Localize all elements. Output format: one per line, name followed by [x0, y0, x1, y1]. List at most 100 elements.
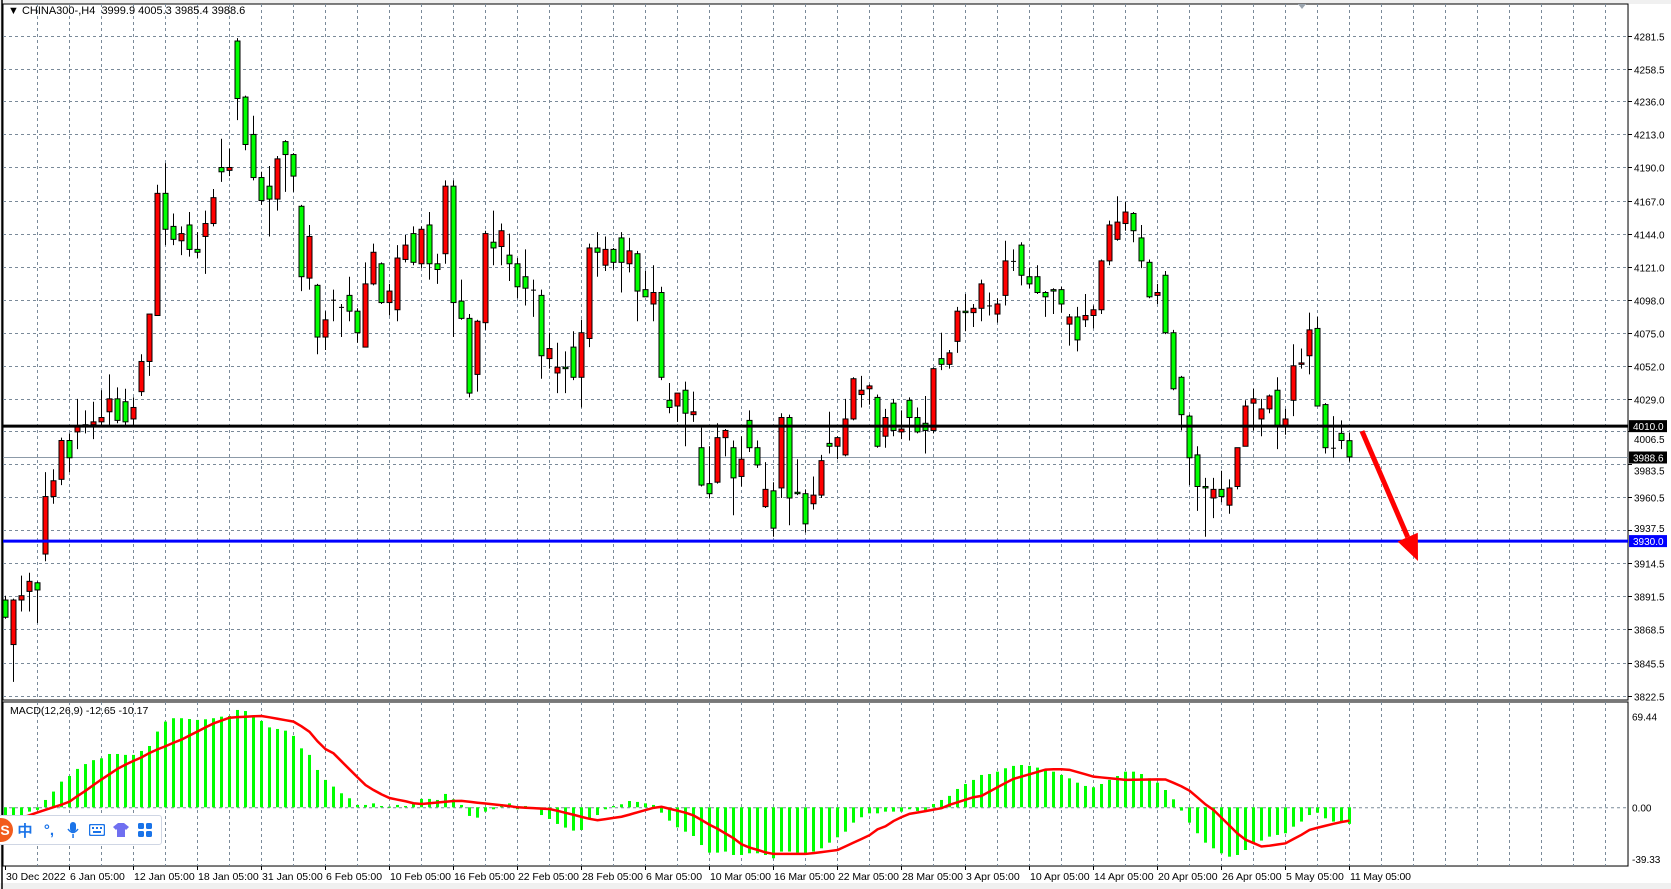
- candle[interactable]: [1074, 306, 1081, 352]
- candle[interactable]: [546, 332, 553, 369]
- candle[interactable]: [786, 414, 793, 526]
- candle[interactable]: [1331, 416, 1336, 458]
- candle[interactable]: [506, 233, 513, 282]
- candle[interactable]: [754, 440, 761, 468]
- candle[interactable]: [498, 223, 505, 266]
- candle[interactable]: [1026, 268, 1033, 289]
- candle[interactable]: [346, 276, 353, 322]
- candle[interactable]: [1226, 479, 1233, 514]
- candle[interactable]: [250, 115, 257, 181]
- candle[interactable]: [722, 429, 729, 457]
- main-pane[interactable]: [2, 3, 1629, 701]
- candle[interactable]: [458, 279, 465, 320]
- candle[interactable]: [2, 595, 9, 619]
- candle[interactable]: [874, 394, 881, 448]
- candle[interactable]: [1098, 259, 1105, 315]
- candle[interactable]: [474, 319, 481, 392]
- candle[interactable]: [298, 204, 305, 292]
- candle[interactable]: [434, 253, 441, 284]
- candle[interactable]: [1314, 316, 1321, 407]
- candle[interactable]: [378, 262, 385, 305]
- candle[interactable]: [1114, 196, 1121, 241]
- candle[interactable]: [26, 572, 33, 612]
- candle[interactable]: [514, 258, 521, 299]
- candle[interactable]: [1066, 314, 1073, 346]
- candle[interactable]: [18, 575, 25, 612]
- candle[interactable]: [402, 235, 409, 263]
- candle[interactable]: [170, 213, 177, 246]
- candle[interactable]: [394, 245, 401, 322]
- candle[interactable]: [122, 388, 129, 427]
- candle[interactable]: [818, 454, 825, 498]
- candle[interactable]: [762, 462, 769, 509]
- candle[interactable]: [1138, 224, 1145, 269]
- candle[interactable]: [1202, 477, 1209, 537]
- candle[interactable]: [1266, 394, 1273, 414]
- candle[interactable]: [130, 397, 137, 427]
- candle[interactable]: [1082, 293, 1089, 327]
- candle[interactable]: [730, 440, 737, 516]
- candle[interactable]: [234, 38, 241, 121]
- candle[interactable]: [1146, 259, 1153, 299]
- candle[interactable]: [290, 153, 297, 192]
- candle[interactable]: [1218, 470, 1225, 503]
- candle[interactable]: [802, 489, 809, 533]
- candle[interactable]: [1162, 270, 1169, 335]
- candle[interactable]: [1122, 201, 1129, 231]
- candle[interactable]: [1290, 344, 1297, 417]
- candle[interactable]: [987, 292, 992, 316]
- candle[interactable]: [218, 138, 225, 182]
- candle[interactable]: [66, 433, 73, 473]
- candle[interactable]: [578, 319, 585, 408]
- candle[interactable]: [554, 342, 561, 394]
- candle[interactable]: [1090, 305, 1097, 329]
- candle[interactable]: [906, 397, 913, 441]
- candle[interactable]: [538, 289, 545, 379]
- collapse-arrow-icon[interactable]: ▼: [8, 5, 19, 17]
- candle[interactable]: [50, 469, 57, 504]
- candle[interactable]: [946, 349, 953, 369]
- candle[interactable]: [690, 391, 697, 422]
- candle[interactable]: [562, 351, 569, 394]
- ime-language-toggle[interactable]: 中: [17, 822, 33, 840]
- candle[interactable]: [1178, 375, 1185, 431]
- candle[interactable]: [714, 423, 721, 484]
- candle[interactable]: [1322, 403, 1329, 454]
- candle[interactable]: [1058, 286, 1065, 313]
- candle[interactable]: [339, 304, 344, 338]
- candle[interactable]: [970, 304, 977, 327]
- candle[interactable]: [618, 232, 625, 293]
- candle[interactable]: [314, 283, 321, 355]
- candle[interactable]: [1170, 329, 1177, 391]
- candle[interactable]: [1258, 398, 1265, 437]
- candle[interactable]: [666, 383, 673, 414]
- candle[interactable]: [482, 230, 489, 330]
- candle[interactable]: [266, 166, 273, 237]
- candle[interactable]: [1130, 212, 1137, 243]
- mic-icon[interactable]: [61, 822, 85, 838]
- candle[interactable]: [930, 367, 937, 434]
- candle[interactable]: [274, 155, 281, 211]
- candle[interactable]: [594, 232, 601, 277]
- candle[interactable]: [866, 384, 873, 405]
- candle[interactable]: [178, 226, 185, 256]
- candle[interactable]: [650, 265, 657, 322]
- candle[interactable]: [331, 289, 336, 322]
- candle[interactable]: [42, 472, 49, 562]
- candle[interactable]: [890, 398, 897, 437]
- candle[interactable]: [282, 140, 289, 192]
- candle[interactable]: [426, 212, 433, 280]
- candle[interactable]: [1242, 400, 1249, 447]
- candle[interactable]: [1106, 220, 1113, 266]
- candle[interactable]: [354, 308, 361, 343]
- candle[interactable]: [194, 232, 201, 259]
- candle[interactable]: [738, 436, 745, 487]
- candle[interactable]: [202, 210, 209, 274]
- candle[interactable]: [466, 314, 473, 398]
- skin-icon[interactable]: [109, 823, 133, 837]
- candle[interactable]: [586, 243, 593, 348]
- macd-pane[interactable]: [2, 701, 1629, 867]
- candle[interactable]: [698, 427, 705, 487]
- candle[interactable]: [322, 311, 329, 350]
